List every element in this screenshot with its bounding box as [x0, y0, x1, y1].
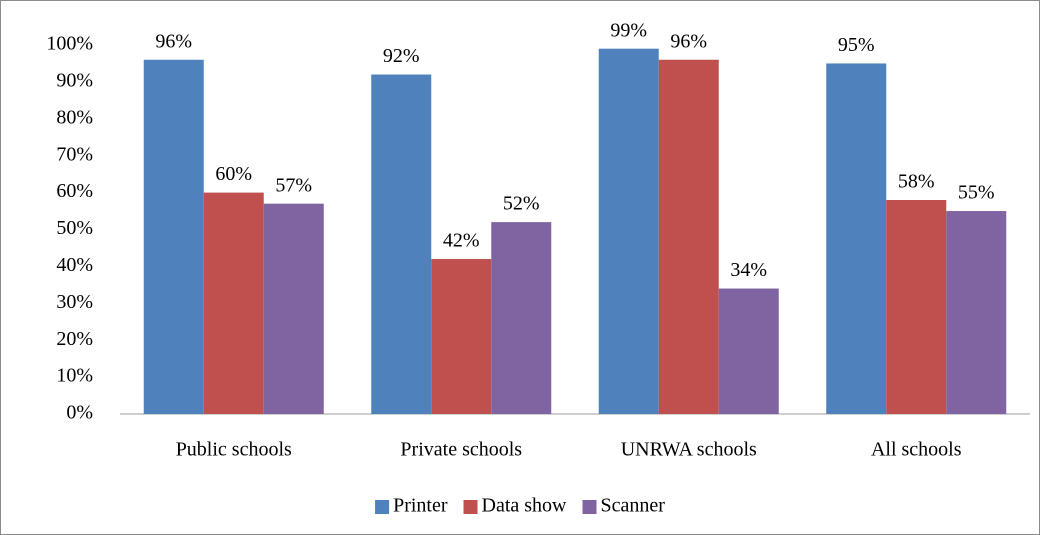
- bar: [491, 222, 552, 414]
- bar: [946, 211, 1007, 414]
- data-label: 55%: [958, 182, 995, 204]
- legend-label: Data show: [482, 495, 568, 517]
- legend-label: Scanner: [601, 495, 666, 517]
- data-label: 58%: [898, 171, 935, 193]
- data-label: 96%: [155, 30, 192, 52]
- y-tick-label: 80%: [56, 106, 93, 128]
- data-label: 42%: [443, 230, 480, 252]
- legend-swatch: [582, 500, 597, 514]
- y-tick-label: 90%: [56, 69, 93, 91]
- legend-swatch: [375, 500, 390, 514]
- x-tick-label: All schools: [871, 439, 962, 461]
- data-label: 99%: [610, 19, 647, 41]
- x-tick-label: Public schools: [176, 439, 292, 461]
- data-label: 34%: [730, 259, 767, 281]
- bar: [431, 259, 492, 414]
- bar: [598, 48, 659, 414]
- bar: [143, 59, 204, 414]
- y-tick-label: 60%: [56, 180, 93, 202]
- data-label: 60%: [215, 163, 252, 185]
- y-tick-label: 50%: [56, 217, 93, 239]
- y-tick-label: 10%: [56, 365, 93, 387]
- legend-swatch: [463, 500, 478, 514]
- data-label: 95%: [838, 34, 875, 56]
- data-label: 57%: [275, 174, 312, 196]
- bar: [371, 74, 432, 415]
- data-label: 52%: [503, 193, 540, 215]
- y-tick-label: 20%: [56, 328, 93, 350]
- x-tick-label: UNRWA schools: [621, 439, 757, 461]
- x-tick-label: Private schools: [400, 439, 522, 461]
- bar: [658, 59, 719, 414]
- data-label: 92%: [383, 45, 420, 67]
- y-tick-label: 30%: [56, 291, 93, 313]
- bar: [718, 288, 779, 414]
- bar: [263, 203, 324, 414]
- y-tick-label: 0%: [66, 402, 93, 424]
- y-tick-label: 40%: [56, 254, 93, 276]
- y-tick-label: 70%: [56, 143, 93, 165]
- legend-label: Printer: [393, 495, 448, 517]
- bar: [826, 63, 887, 414]
- data-label: 96%: [670, 30, 707, 52]
- y-tick-label: 100%: [46, 33, 93, 55]
- bar: [886, 199, 947, 414]
- bar: [203, 192, 264, 414]
